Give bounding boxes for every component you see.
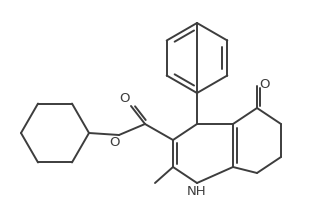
Text: O: O xyxy=(259,78,269,91)
Text: O: O xyxy=(109,136,120,149)
Text: O: O xyxy=(120,92,130,105)
Text: NH: NH xyxy=(187,185,207,198)
